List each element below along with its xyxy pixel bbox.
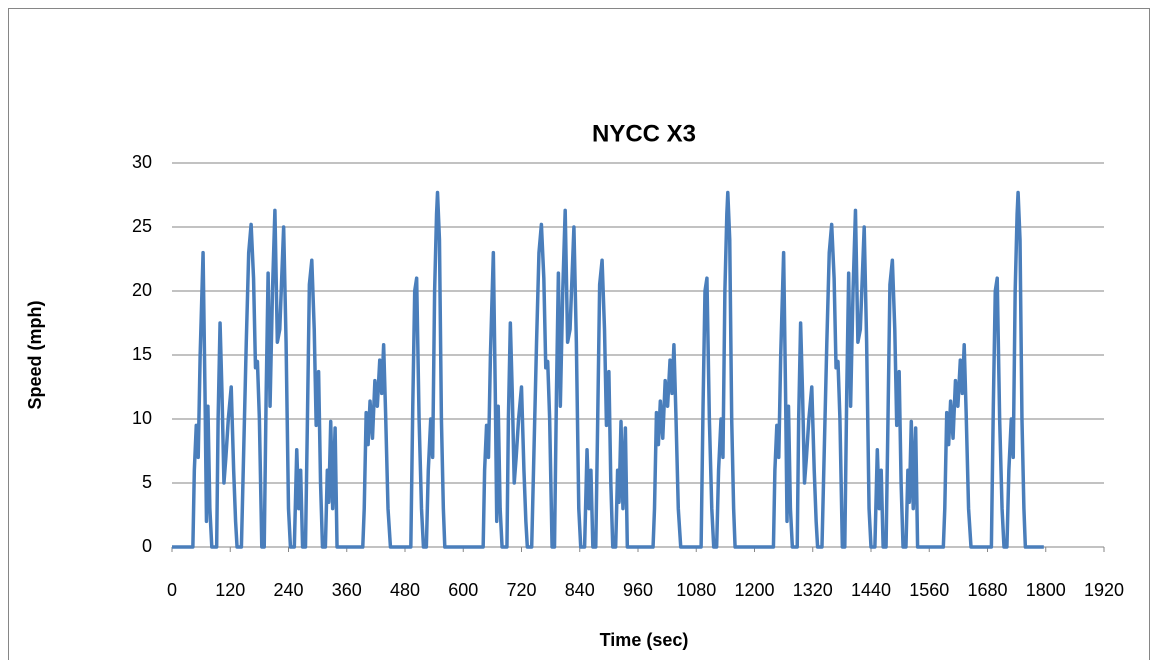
x-tick-label: 1080: [676, 580, 716, 600]
x-tick-label: 1200: [734, 580, 774, 600]
y-tick-label: 5: [142, 472, 152, 492]
y-tick-label: 25: [132, 216, 152, 236]
x-tick-label: 360: [332, 580, 362, 600]
y-tick-label: 20: [132, 280, 152, 300]
x-tick-label: 840: [565, 580, 595, 600]
x-tick-label: 1800: [1026, 580, 1066, 600]
x-tick-label: 1560: [909, 580, 949, 600]
x-tick-label: 1920: [1084, 580, 1124, 600]
x-tick-label: 480: [390, 580, 420, 600]
y-tick-label: 10: [132, 408, 152, 428]
speed-line: [172, 190, 1044, 549]
y-tick-label: 30: [132, 152, 152, 172]
x-tick-label: 960: [623, 580, 653, 600]
x-tick-label: 0: [167, 580, 177, 600]
y-tick-label: 0: [142, 536, 152, 556]
chart-border: [8, 8, 1150, 660]
x-tick-label: 1320: [793, 580, 833, 600]
x-axis-title: Time (sec): [600, 630, 689, 650]
x-tick-label: 720: [506, 580, 536, 600]
y-tick-label: 15: [132, 344, 152, 364]
x-tick-label: 120: [215, 580, 245, 600]
chart-title: NYCC X3: [592, 120, 696, 147]
x-tick-label: 1680: [967, 580, 1007, 600]
y-axis-title: Speed (mph): [25, 300, 45, 409]
x-tick-label: 240: [273, 580, 303, 600]
x-tick-label: 600: [448, 580, 478, 600]
x-tick-label: 1440: [851, 580, 891, 600]
